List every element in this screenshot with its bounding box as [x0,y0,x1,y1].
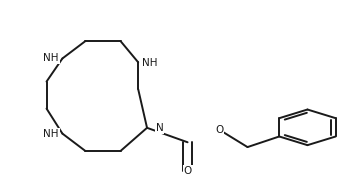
Text: N: N [156,123,164,133]
Text: O: O [183,166,192,176]
Text: NH: NH [44,129,59,139]
Text: O: O [215,125,223,135]
Text: NH: NH [142,58,157,68]
Text: NH: NH [44,54,59,63]
